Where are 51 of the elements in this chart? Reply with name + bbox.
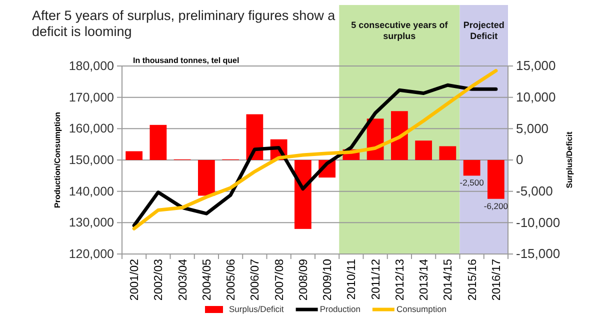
- bar: [415, 140, 432, 160]
- bar: [126, 151, 143, 160]
- y-tick-label: 150,000: [68, 153, 114, 167]
- y-axis-title: Production/Consumption: [53, 112, 62, 208]
- chart-title: After 5 years of surplus, preliminary figures show a deficit is looming: [32, 8, 336, 39]
- x-tick-label: 2013/14: [418, 258, 431, 301]
- y-tick-label: 180,000: [68, 59, 114, 73]
- text: In thousand tonnes, tel quel: [133, 56, 240, 65]
- y2-tick-label: 0: [516, 152, 524, 168]
- y-tick-label: 140,000: [68, 184, 114, 198]
- x-tick-label: 2002/03: [153, 259, 166, 301]
- y2-tick-label: 5,000: [516, 120, 549, 136]
- band-label: 5 consecutive years of surplus: [351, 20, 449, 41]
- x-tick-label: 2016/17: [490, 259, 503, 301]
- x-tick-label: 2005/06: [226, 259, 238, 301]
- y2-tick-label: -15,000: [516, 246, 560, 262]
- bar: [198, 160, 215, 196]
- bar: [390, 111, 408, 160]
- data-label: -6,200: [484, 200, 508, 211]
- x-tick-label: 2012/13: [394, 259, 406, 301]
- x-tick-label: 2011/12: [370, 259, 382, 300]
- x-tick-label: 2001/02: [129, 259, 142, 301]
- band-label: Projected Deficit: [463, 20, 504, 41]
- x-tick-label: 2007/08: [274, 259, 286, 301]
- legend-label: Production: [320, 304, 361, 314]
- y-tick-label: 130,000: [68, 216, 114, 230]
- y-tick-label: 120,000: [68, 247, 114, 261]
- bar: [150, 124, 167, 160]
- x-tick-label: 2009/10: [322, 259, 334, 301]
- bar: [294, 160, 312, 229]
- x-tick-label: 2003/04: [177, 258, 190, 301]
- bar: [439, 146, 456, 160]
- data-label: -2,500: [460, 178, 484, 188]
- legend-label: Surplus/Deficit: [229, 304, 284, 314]
- y-tick-label: 170,000: [68, 90, 114, 104]
- y2-tick-label: -10,000: [516, 214, 560, 230]
- x-tick-label: 2015/16: [466, 259, 479, 301]
- bar: [463, 160, 480, 176]
- y2-tick-label: -5,000: [516, 183, 553, 198]
- x-tick-label: 2014/15: [442, 259, 455, 301]
- x-tick-label: 2010/11: [346, 259, 358, 300]
- y-tick-label: 160,000: [68, 122, 114, 136]
- bar: [246, 114, 264, 160]
- y2-tick-label: 10,000: [516, 89, 556, 104]
- bar: [487, 160, 504, 199]
- legend-label: Consumption: [396, 304, 447, 314]
- x-tick-label: 2008/09: [298, 259, 310, 301]
- x-tick-label: 2004/05: [201, 259, 214, 301]
- y2-axis-title: Surplus/Deficit: [565, 131, 574, 188]
- y2-tick-label: 15,000: [516, 58, 556, 74]
- x-tick-label: 2006/07: [250, 259, 262, 301]
